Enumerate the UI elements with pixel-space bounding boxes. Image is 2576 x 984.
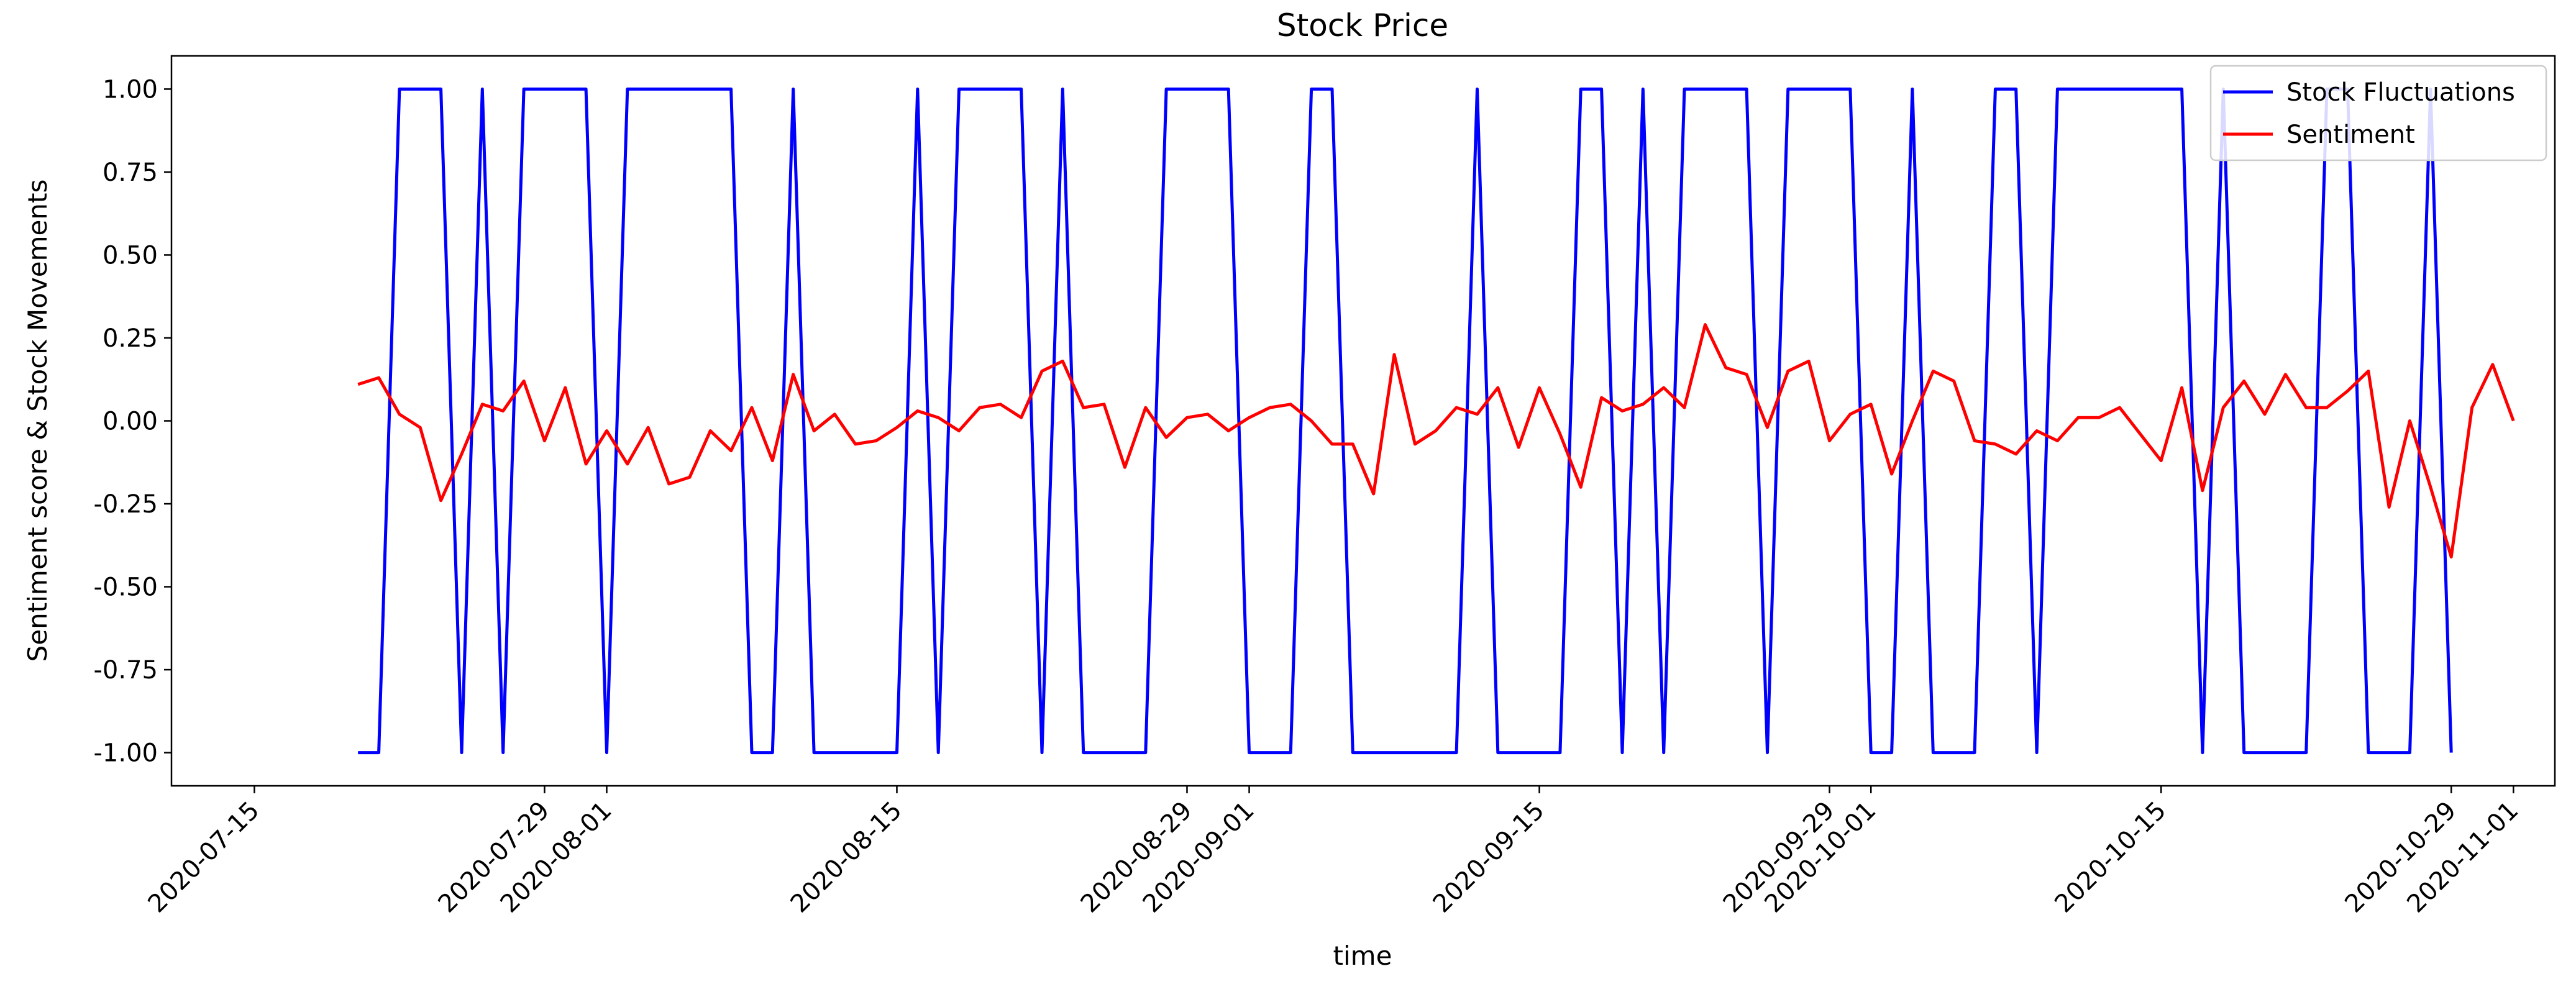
legend-box — [2209, 65, 2547, 162]
y-axis-label: Sentiment score & Stock Movements — [22, 180, 53, 662]
x-tick-label: 2020-07-15 — [143, 796, 265, 919]
x-axis-label: time — [1333, 941, 1392, 971]
plot-frame — [170, 55, 2556, 787]
series-line-sentiment — [357, 323, 2515, 558]
legend: Stock Fluctuations Sentiment — [2209, 65, 2547, 162]
y-tick-label: 0.25 — [103, 324, 158, 353]
y-tick-label: -1.00 — [94, 739, 158, 768]
y-tick-label: -0.75 — [94, 656, 158, 685]
x-tick-label: 2020-09-15 — [1428, 796, 1550, 919]
y-tick-label: 0.50 — [103, 241, 158, 270]
legend-label: Stock Fluctuations — [2286, 78, 2515, 107]
x-tick-label: 2020-08-15 — [785, 796, 908, 919]
y-tick-label: -0.25 — [94, 490, 158, 519]
y-tick-label: 1.00 — [103, 75, 158, 104]
y-tick-label: 0.00 — [103, 408, 158, 436]
plot-area: -1.00 -0.75 -0.50 -0.25 0.00 0.25 0.50 0.75 1.00… — [94, 55, 2556, 919]
chart-title: Stock Price — [1277, 7, 1448, 43]
y-tick-label: 0.75 — [103, 158, 158, 187]
legend-label: Sentiment — [2286, 121, 2415, 149]
series-line-stock-fluctuations — [358, 87, 2453, 755]
y-tick-label: -0.50 — [94, 573, 158, 602]
x-tick-label: 2020-10-15 — [2049, 796, 2172, 919]
